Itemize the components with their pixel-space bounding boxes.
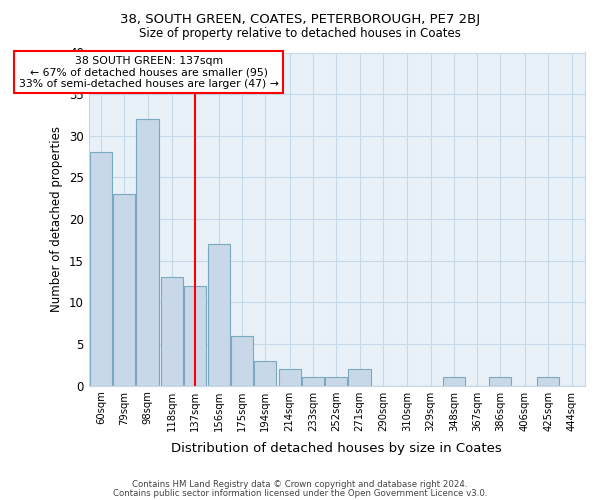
Bar [184,286,206,386]
Bar [231,336,253,386]
Text: 38 SOUTH GREEN: 137sqm  
← 67% of detached houses are smaller (95)
33% of semi-d: 38 SOUTH GREEN: 137sqm ← 67% of detached… [19,56,278,89]
X-axis label: Distribution of detached houses by size in Coates: Distribution of detached houses by size … [172,442,502,455]
Y-axis label: Number of detached properties: Number of detached properties [50,126,64,312]
Bar [537,378,559,386]
Text: 38, SOUTH GREEN, COATES, PETERBOROUGH, PE7 2BJ: 38, SOUTH GREEN, COATES, PETERBOROUGH, P… [120,12,480,26]
Bar [161,278,183,386]
Bar [113,194,135,386]
Bar [325,378,347,386]
Bar [208,244,230,386]
Bar [254,360,276,386]
Bar [349,369,371,386]
Bar [302,378,324,386]
Bar [490,378,511,386]
Bar [278,369,301,386]
Bar [90,152,112,386]
Text: Contains public sector information licensed under the Open Government Licence v3: Contains public sector information licen… [113,489,487,498]
Text: Size of property relative to detached houses in Coates: Size of property relative to detached ho… [139,28,461,40]
Bar [443,378,465,386]
Text: Contains HM Land Registry data © Crown copyright and database right 2024.: Contains HM Land Registry data © Crown c… [132,480,468,489]
Bar [136,119,158,386]
